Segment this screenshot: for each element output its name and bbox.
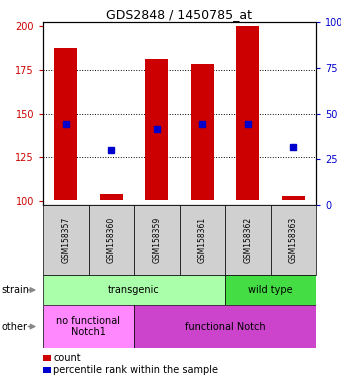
- Text: strain: strain: [2, 285, 30, 295]
- Bar: [236, 25, 259, 200]
- Bar: [225, 275, 316, 305]
- FancyBboxPatch shape: [270, 205, 316, 275]
- Text: other: other: [2, 321, 28, 331]
- Bar: [100, 194, 123, 200]
- FancyBboxPatch shape: [134, 205, 179, 275]
- Text: GSM158359: GSM158359: [152, 217, 161, 263]
- Text: GSM158361: GSM158361: [198, 217, 207, 263]
- Bar: [43, 275, 225, 305]
- Text: percentile rank within the sample: percentile rank within the sample: [53, 365, 218, 375]
- Text: count: count: [53, 353, 81, 363]
- FancyBboxPatch shape: [179, 205, 225, 275]
- Text: GSM158357: GSM158357: [61, 217, 70, 263]
- Text: GSM158362: GSM158362: [243, 217, 252, 263]
- Text: transgenic: transgenic: [108, 285, 160, 295]
- Text: GSM158360: GSM158360: [107, 217, 116, 263]
- FancyBboxPatch shape: [43, 205, 89, 275]
- Text: wild type: wild type: [248, 285, 293, 295]
- Text: functional Notch: functional Notch: [185, 321, 265, 331]
- FancyBboxPatch shape: [225, 205, 270, 275]
- FancyBboxPatch shape: [89, 205, 134, 275]
- Bar: [43, 367, 50, 373]
- Bar: [191, 64, 213, 200]
- Text: GSM158363: GSM158363: [289, 217, 298, 263]
- Bar: [43, 305, 134, 348]
- Bar: [145, 59, 168, 200]
- Bar: [43, 355, 50, 361]
- Bar: [134, 305, 316, 348]
- Title: GDS2848 / 1450785_at: GDS2848 / 1450785_at: [106, 8, 252, 21]
- Bar: [54, 48, 77, 200]
- Text: no functional
Notch1: no functional Notch1: [57, 316, 120, 337]
- Bar: [282, 196, 305, 200]
